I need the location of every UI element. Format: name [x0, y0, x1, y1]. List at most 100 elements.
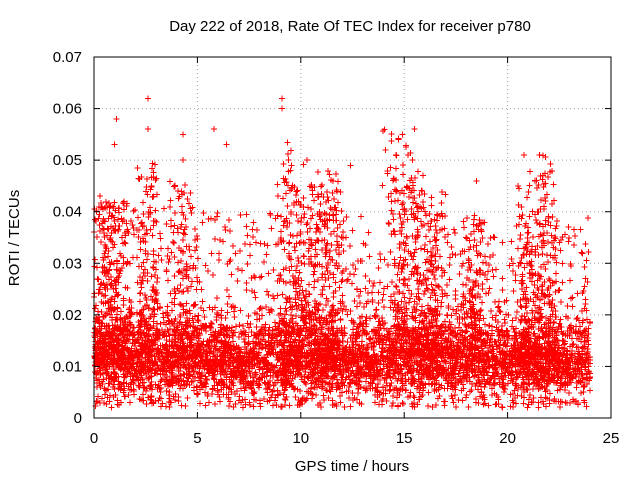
roti-point — [92, 403, 99, 410]
roti-point — [384, 382, 391, 389]
roti-point — [195, 317, 202, 324]
roti-point — [470, 373, 477, 380]
roti-point — [376, 341, 383, 348]
roti-point — [108, 404, 115, 411]
roti-point — [573, 384, 580, 391]
roti-point — [346, 395, 353, 402]
roti-point — [488, 385, 495, 392]
roti-point — [275, 341, 282, 348]
roti-point — [139, 199, 146, 206]
roti-point — [347, 403, 354, 410]
roti-point — [146, 204, 153, 211]
roti-point — [496, 307, 503, 314]
roti-point — [485, 379, 492, 386]
roti-point — [527, 392, 534, 398]
roti-point — [217, 371, 224, 377]
roti-point — [535, 404, 542, 411]
roti-point — [457, 327, 464, 334]
roti-point — [378, 348, 385, 355]
roti-point — [167, 178, 173, 185]
roti-point — [331, 373, 338, 380]
roti-point — [303, 358, 310, 365]
roti-point — [173, 364, 180, 371]
roti-point — [580, 361, 586, 368]
roti-point — [513, 400, 520, 407]
roti-point — [304, 374, 311, 381]
roti-point — [507, 403, 514, 410]
roti-point — [477, 383, 484, 390]
roti-point — [206, 399, 213, 406]
roti-point — [266, 331, 273, 338]
roti-point — [281, 387, 288, 394]
roti-point — [465, 404, 472, 410]
roti-point — [453, 403, 460, 410]
roti-point — [491, 372, 498, 379]
roti-point — [513, 309, 520, 315]
roti-point — [492, 401, 499, 408]
roti-point — [359, 338, 366, 345]
roti-point — [130, 325, 137, 332]
roti-point — [194, 391, 200, 398]
roti-point — [455, 360, 461, 366]
roti-point — [252, 369, 259, 376]
roti-point — [134, 164, 141, 171]
roti-point — [302, 368, 309, 375]
roti-point — [307, 366, 314, 373]
roti-point — [221, 360, 228, 366]
roti-point — [506, 360, 513, 367]
roti-point — [352, 380, 359, 387]
roti-point — [218, 352, 225, 359]
roti-point — [320, 392, 327, 399]
roti-point — [143, 400, 150, 407]
roti-point — [350, 317, 357, 324]
roti-point — [461, 343, 468, 350]
roti-point — [304, 342, 311, 349]
roti-point — [245, 368, 252, 375]
roti-point — [183, 300, 190, 307]
roti-point — [394, 378, 401, 385]
roti-point — [282, 397, 289, 404]
roti-point — [441, 367, 448, 374]
roti-point — [302, 358, 309, 365]
roti-point — [339, 292, 346, 299]
roti-point — [121, 374, 128, 381]
roti-point — [521, 313, 528, 320]
roti-point — [502, 319, 509, 326]
roti-point — [582, 364, 589, 371]
roti-point — [585, 341, 592, 348]
roti-point — [148, 273, 155, 280]
roti-point — [500, 341, 507, 348]
roti-point — [137, 246, 144, 253]
roti-point — [410, 365, 417, 372]
roti-point — [158, 377, 165, 384]
roti-point — [126, 399, 133, 406]
roti-point — [315, 333, 321, 340]
roti-point — [130, 207, 137, 214]
roti-point — [166, 388, 173, 395]
roti-point — [444, 354, 451, 361]
roti-point — [391, 369, 397, 376]
roti-point — [468, 386, 475, 393]
roti-point — [566, 400, 573, 407]
roti-point — [364, 345, 371, 352]
roti-point — [456, 319, 463, 326]
roti-point — [177, 281, 184, 288]
roti-point — [587, 387, 594, 394]
roti-point — [224, 309, 231, 316]
roti-point — [286, 366, 293, 373]
roti-point — [586, 377, 592, 384]
roti-point — [160, 358, 167, 365]
roti-point — [212, 401, 219, 407]
roti-point — [270, 374, 277, 381]
roti-point — [365, 335, 372, 342]
roti-point — [236, 321, 243, 328]
roti-point — [345, 368, 352, 375]
roti-point — [425, 403, 431, 409]
roti-point — [230, 338, 237, 345]
roti-point — [158, 403, 165, 410]
roti-point — [121, 393, 128, 400]
roti-point — [204, 377, 210, 384]
roti-point — [462, 342, 469, 349]
roti-point — [511, 387, 518, 394]
